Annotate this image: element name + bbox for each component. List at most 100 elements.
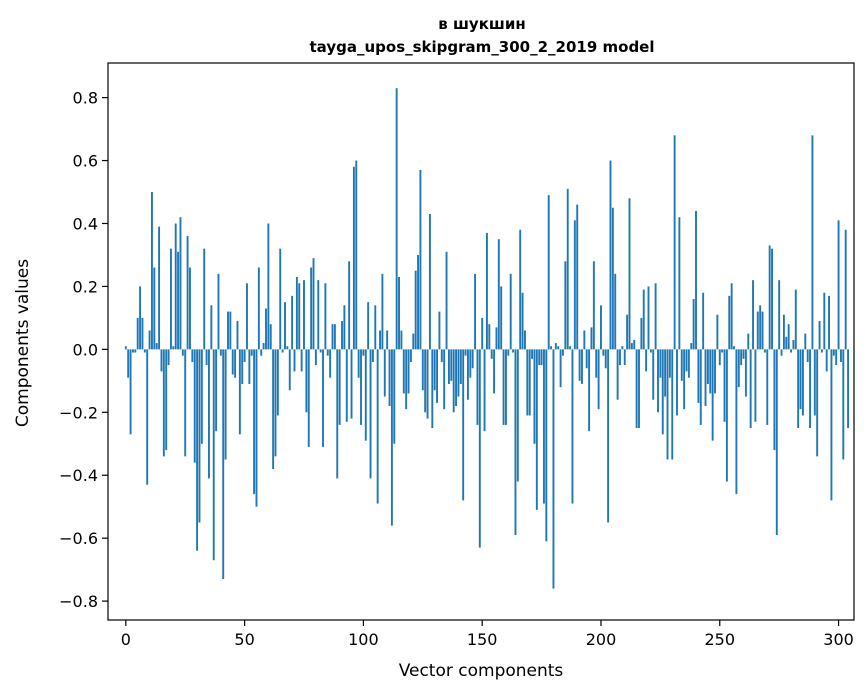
bar-101 [364,349,367,441]
bar-208 [619,349,621,366]
bar-248 [714,349,716,394]
bar-246 [709,349,712,394]
x-axis-label: Vector components [399,661,564,681]
bar-156 [495,327,498,350]
x-tick-label: 300 [823,630,854,649]
bar-128 [428,214,431,350]
y-tick-label: −0.6 [59,529,98,548]
bar-153 [488,324,491,350]
bar-235 [683,349,686,410]
bar-109 [383,349,386,397]
bar-73 [298,283,301,350]
bar-164 [514,349,517,536]
bar-242 [699,349,702,425]
y-axis-label: Components values [13,259,33,427]
bar-243 [702,292,705,350]
bar-33 [203,248,206,350]
bar-65 [279,248,282,350]
bar-300 [837,220,840,350]
bar-224 [657,349,659,413]
bar-230 [671,349,674,460]
bar-113 [393,349,396,444]
bar-35 [208,349,210,479]
y-tick-label: 0.0 [73,340,98,359]
bar-206 [614,273,617,350]
bar-0 [124,346,127,350]
bar-139 [455,349,457,407]
bar-234 [680,349,683,381]
y-axis: 0.8 0.6 0.4 0.2 0.0 −0.2 −0.4 −0.6 −0.8 [59,89,108,611]
bar-198 [595,349,598,378]
bar-191 [578,349,581,381]
bar-227 [664,349,667,397]
bar-233 [678,217,681,350]
bar-299 [835,349,838,366]
bar-111 [388,349,391,407]
y-tick-label: −0.2 [59,403,98,422]
bar-28 [191,349,194,362]
bar-301 [839,349,842,362]
bar-167 [521,292,524,350]
bar-293 [820,349,823,353]
bar-66 [281,349,284,353]
bar-298 [832,349,835,356]
bar-142 [462,349,465,501]
bar-260 [742,349,745,359]
bar-3 [132,349,134,353]
bar-222 [652,349,655,400]
bar-88 [333,324,336,350]
bar-250 [718,349,721,366]
bar-173 [535,349,538,510]
bar-74 [300,349,303,372]
bar-221 [649,349,652,353]
bar-58 [262,343,265,350]
bar-160 [505,349,507,425]
bar-296 [828,295,830,350]
bar-48 [238,349,241,435]
bar-138 [452,349,455,413]
bar-282 [794,289,797,350]
bar-69 [288,349,291,391]
bar-59 [265,308,267,350]
bar-45 [231,349,234,375]
bar-256 [733,346,735,350]
bar-155 [493,349,496,394]
bar-46 [234,349,237,378]
bar-117 [402,349,405,394]
bar-126 [424,349,427,413]
bar-290 [813,349,816,416]
bar-81 [317,280,320,350]
bar-194 [585,349,588,369]
bar-85 [326,349,329,356]
bar-86 [329,349,332,378]
bar-90 [338,349,341,425]
bar-54 [253,349,256,495]
bar-98 [357,349,360,378]
y-tick-label: 0.2 [73,277,98,296]
bar-213 [630,343,633,350]
bar-179 [550,346,553,350]
bar-226 [661,349,664,435]
bar-26 [186,236,189,350]
bar-102 [367,302,370,350]
bar-285 [801,349,804,416]
x-tick-label: 200 [586,630,617,649]
y-tick-label: −0.4 [59,466,98,485]
bar-82 [319,349,322,353]
bar-232 [676,349,678,416]
bar-122 [414,270,417,350]
bar-34 [205,349,208,366]
bar-94 [348,261,351,350]
bar-288 [809,349,811,429]
bar-177 [545,349,548,542]
y-tick-label: 0.6 [73,152,98,171]
bar-50 [243,349,246,362]
bar-218 [642,289,645,350]
bar-41 [222,349,225,580]
bar-175 [540,349,543,366]
bar-197 [592,261,595,350]
bar-67 [284,302,286,350]
bar-297 [830,349,833,501]
bar-247 [711,349,714,441]
